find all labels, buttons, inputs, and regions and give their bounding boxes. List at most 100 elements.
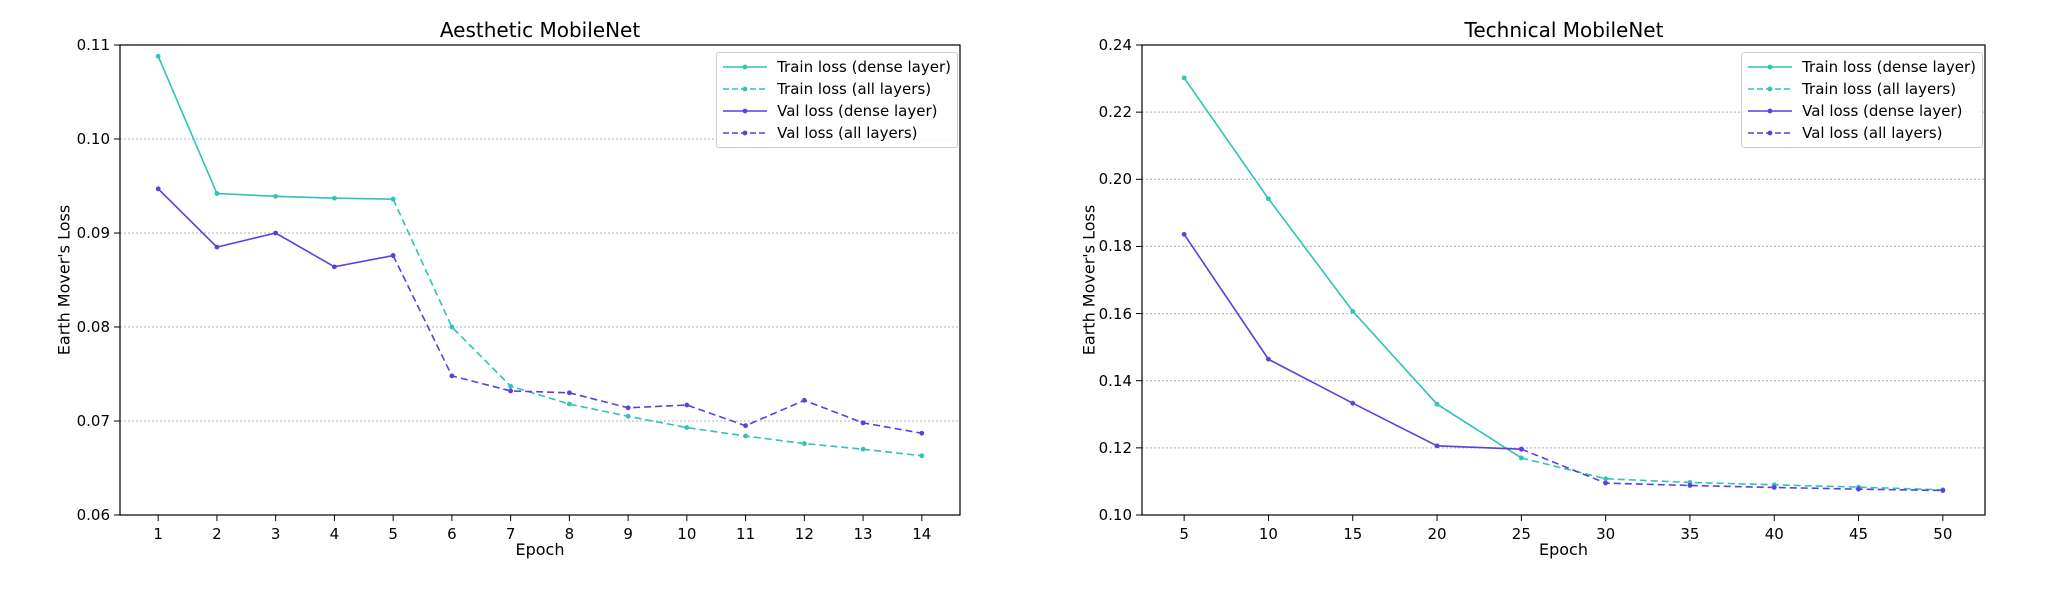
data-point (801, 441, 807, 446)
data-point (332, 264, 337, 270)
x-tick-label: 3 (270, 525, 281, 543)
x-tick-label: 12 (794, 525, 814, 543)
data-point (1856, 486, 1861, 492)
y-tick-label: 0.20 (1098, 170, 1132, 189)
data-point (449, 324, 455, 330)
y-tick-label: 0.14 (1098, 371, 1132, 390)
data-point (273, 193, 279, 199)
legend-label: Train loss (all layers) (777, 80, 932, 98)
data-point (273, 230, 279, 236)
series-line-val-loss-dense-layer (1183, 233, 1522, 450)
legend-swatch-marker (1767, 130, 1773, 136)
x-tick-label: 5 (1179, 525, 1189, 543)
legend-label: Val loss (dense layer) (777, 102, 938, 120)
data-point (801, 397, 807, 403)
legend: Train loss (dense layer) Train loss (all … (716, 52, 958, 148)
y-tick-label: 0.10 (1098, 506, 1132, 524)
x-tick-label: 50 (1933, 525, 1953, 543)
data-point (684, 402, 690, 408)
y-tick-label: 0.11 (76, 36, 110, 54)
data-point (1771, 485, 1777, 490)
legend-item: Val loss (dense layer) (721, 100, 951, 122)
y-axis-label: Earth Mover's Loss (1079, 204, 1099, 356)
y-tick-label: 0.06 (76, 506, 110, 524)
legend-label: Train loss (all layers) (1802, 80, 1957, 98)
data-point (449, 373, 455, 379)
y-tick-label: 0.24 (1098, 36, 1132, 54)
x-tick-label: 4 (329, 525, 340, 543)
data-point (1603, 476, 1609, 482)
legend-item: Train loss (dense layer) (721, 56, 951, 78)
series-line-val-loss-all-layers (1521, 448, 1943, 492)
series-line-train-loss-dense-layer (157, 55, 394, 200)
legend-label: Val loss (all layers) (777, 124, 918, 142)
legend-label: Val loss (all layers) (1802, 124, 1943, 142)
data-point (508, 383, 514, 389)
data-point (1434, 401, 1440, 407)
y-tick-label: 0.22 (1098, 103, 1132, 122)
plot-frame (119, 44, 961, 516)
legend-item: Val loss (all layers) (721, 122, 951, 144)
data-point (508, 388, 514, 394)
data-point (860, 420, 866, 426)
data-point (919, 453, 925, 459)
data-point (332, 195, 337, 201)
legend-item: Train loss (all layers) (1746, 78, 1976, 100)
y-axis-label: Earth Mover's Loss (54, 204, 74, 356)
legend-label: Train loss (dense layer) (1802, 58, 1976, 76)
x-tick-label: 13 (853, 525, 873, 543)
x-tick-label: 5 (388, 525, 398, 543)
data-point (1266, 196, 1271, 202)
x-axis-label: Epoch (1539, 540, 1588, 559)
legend-swatch (1748, 108, 1793, 114)
x-tick-label: 20 (1427, 525, 1447, 543)
data-point (1350, 400, 1356, 406)
data-point (860, 446, 866, 452)
x-tick-label: 6 (447, 525, 457, 543)
x-tick-label: 14 (912, 525, 932, 543)
series-line-val-loss-all-layers (392, 255, 922, 435)
data-point (566, 401, 572, 407)
plot-svg (1136, 44, 1986, 521)
legend-swatch-marker (1767, 86, 1773, 92)
x-tick-label: 1 (153, 525, 163, 543)
legend-swatch (1748, 130, 1793, 136)
legend-item: Val loss (all layers) (1746, 122, 1976, 144)
series-line-val-loss-dense-layer (157, 188, 394, 268)
legend-label: Train loss (dense layer) (777, 58, 951, 76)
x-tick-label: 35 (1680, 525, 1700, 543)
technical-chart: 0.10 0.12 0.14 0.16 0.18 0.20 0.22 0.24 5 10 15 20 2… (1024, 0, 2048, 597)
legend-swatch-marker (1767, 64, 1773, 70)
chart-title: Aesthetic MobileNet (439, 18, 641, 42)
data-point (1603, 480, 1609, 486)
x-tick-label: 15 (1343, 525, 1363, 543)
y-tick-label: 0.08 (76, 318, 110, 336)
legend-swatch (1748, 64, 1793, 70)
x-tick-label: 11 (736, 525, 756, 543)
legend-swatch (723, 130, 768, 136)
data-point (155, 186, 161, 192)
legend-swatch (723, 108, 768, 114)
x-tick-label: 10 (1258, 525, 1278, 543)
data-point (390, 196, 396, 202)
data-point (1266, 356, 1271, 362)
data-point (214, 244, 220, 250)
data-point (919, 430, 925, 436)
legend-swatch-marker (742, 64, 748, 70)
x-tick-label: 25 (1511, 525, 1531, 543)
x-tick-label: 45 (1849, 525, 1869, 543)
data-point (390, 253, 396, 258)
data-point (155, 53, 161, 59)
data-point (1518, 446, 1524, 452)
legend-swatch-marker (1767, 108, 1773, 114)
data-point (1940, 488, 1946, 493)
data-point (1350, 308, 1356, 314)
x-tick-label: 30 (1596, 525, 1616, 543)
data-point (566, 390, 572, 396)
series-line-train-loss-all-layers (392, 198, 922, 457)
data-point (684, 425, 690, 430)
data-point (1687, 483, 1693, 488)
y-tick-label: 0.16 (1098, 304, 1132, 323)
legend-label: Val loss (dense layer) (1802, 102, 1963, 120)
x-tick-label: 2 (212, 525, 222, 543)
